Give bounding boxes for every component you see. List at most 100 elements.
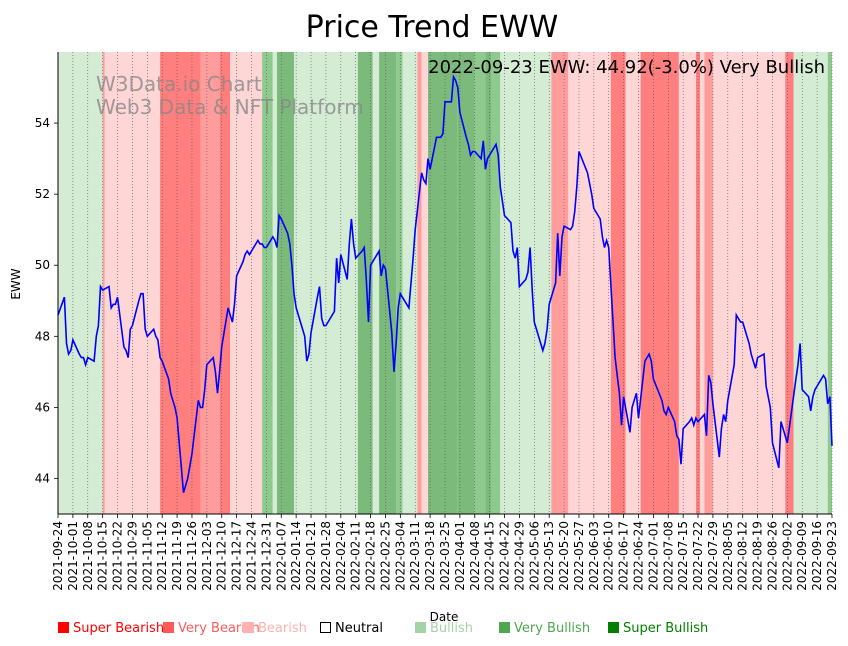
y-tick-label: 44 xyxy=(35,471,50,485)
regime-band-very-bullish xyxy=(827,52,832,514)
vertical-gridlines xyxy=(57,52,833,514)
regime-band-super-bearish xyxy=(640,52,679,514)
legend-item-neutral: Neutral xyxy=(320,621,383,636)
regime-band-very-bullish xyxy=(491,52,501,514)
x-tick-label: 2021-12-17 xyxy=(230,521,244,591)
legend-swatch-icon xyxy=(608,622,619,633)
x-tick-label: 2022-06-10 xyxy=(602,521,616,591)
watermark-line-1: W3Data.io Chart xyxy=(96,72,262,96)
x-tick-label: 2022-05-13 xyxy=(542,521,556,591)
x-tick-label: 2022-07-22 xyxy=(691,521,705,591)
x-tick-label: 2021-09-24 xyxy=(51,521,65,591)
regime-band-bullish xyxy=(294,52,305,514)
x-tick-label: 2022-05-27 xyxy=(572,521,586,591)
x-tick-label: 2022-03-25 xyxy=(438,521,452,591)
legend-item-bearish: Bearish xyxy=(243,621,307,636)
legend-swatch-icon xyxy=(499,622,510,633)
x-tick-label: 2022-06-17 xyxy=(617,521,631,591)
legend-label: Neutral xyxy=(335,621,383,636)
x-tick-label: 2022-02-11 xyxy=(349,521,363,591)
legend-label: Super Bearish xyxy=(73,621,165,636)
chart-title: Price Trend EWW xyxy=(306,10,559,45)
legend-item-very-bearish: Very Bearish xyxy=(163,621,260,636)
y-tick-label: 50 xyxy=(35,258,50,272)
regime-band-bullish xyxy=(372,52,380,514)
legend-label: Very Bullish xyxy=(514,621,591,636)
x-tick-label: 2022-04-01 xyxy=(453,521,467,591)
x-tick-label: 2022-09-09 xyxy=(795,521,809,591)
y-tick-label: 48 xyxy=(35,329,50,343)
x-axis-label: Date xyxy=(430,610,459,624)
regime-band-super-bullish xyxy=(485,52,492,514)
legend-swatch-icon xyxy=(320,622,331,633)
y-tick-label: 46 xyxy=(35,400,50,414)
legend-label: Bullish xyxy=(430,621,474,636)
regime-band-very-bullish xyxy=(474,52,486,514)
x-tick-label: 2022-07-15 xyxy=(676,521,690,591)
x-tick-label: 2022-04-15 xyxy=(483,521,497,591)
regime-band-bullish xyxy=(58,52,103,514)
regime-band-very-bullish xyxy=(396,52,403,514)
chart-text-layer: W3Data.io Chart Web3 Data & NFT Platform xyxy=(96,72,364,119)
legend-swatch-icon xyxy=(243,622,254,633)
latest-price-annotation: 2022-09-23 EWW: 44.92(-3.0%) Very Bullis… xyxy=(428,57,825,78)
x-tick-label: 2022-02-04 xyxy=(334,521,348,591)
legend-label: Very Bearish xyxy=(178,621,260,636)
x-tick-label: 2022-08-26 xyxy=(765,521,779,591)
x-tick-label: 2021-12-31 xyxy=(259,521,273,591)
regime-band-super-bearish xyxy=(160,52,201,514)
x-tick-label: 2022-07-29 xyxy=(706,521,720,591)
x-tick-label: 2022-01-21 xyxy=(304,521,318,591)
x-tick-label: 2022-03-04 xyxy=(393,521,407,591)
x-axis-ticks: 2021-09-24 2021-10-01 2021-10-08 2021-10-15… xyxy=(51,514,839,591)
x-tick-label: 2022-04-29 xyxy=(512,521,526,591)
legend: Super Bearish Very Bearish Bearish Neutral B… xyxy=(58,621,838,637)
regime-band-super-bullish xyxy=(457,52,475,514)
regime-band-very-bearish xyxy=(417,52,422,514)
regime-band-bullish xyxy=(272,52,278,514)
x-tick-label: 2022-04-22 xyxy=(498,521,512,591)
watermark-line-2: Web3 Data & NFT Platform xyxy=(96,95,364,119)
x-tick-label: 2021-12-03 xyxy=(200,521,214,591)
y-tick-label: 54 xyxy=(35,116,50,130)
x-tick-label: 2021-11-26 xyxy=(185,521,199,591)
price-line-series xyxy=(57,74,833,493)
regime-band-bearish xyxy=(678,52,696,514)
x-tick-label: 2021-10-15 xyxy=(96,521,110,591)
legend-item-super-bearish: Super Bearish xyxy=(58,621,164,636)
regime-band-very-bearish xyxy=(102,52,105,514)
regime-band-bearish xyxy=(568,52,611,514)
legend-item-bullish: Bullish xyxy=(415,621,473,636)
x-tick-label: 2021-10-01 xyxy=(66,521,80,591)
x-tick-label: 2022-06-24 xyxy=(632,521,646,591)
x-tick-label: 2022-08-12 xyxy=(736,521,750,591)
legend-label: Super Bullish xyxy=(623,621,709,636)
x-tick-label: 2021-10-08 xyxy=(81,521,95,591)
x-tick-label: 2022-04-08 xyxy=(468,521,482,591)
regime-band-bearish xyxy=(712,52,786,514)
x-tick-label: 2022-03-18 xyxy=(423,521,437,591)
regime-band-bearish xyxy=(700,52,705,514)
x-tick-label: 2022-07-08 xyxy=(661,521,675,591)
regime-band-super-bearish xyxy=(785,52,794,514)
x-tick-label: 2022-03-11 xyxy=(408,521,422,591)
x-tick-label: 2022-09-23 xyxy=(825,521,839,591)
regime-band-super-bullish xyxy=(357,52,373,514)
x-tick-label: 2022-01-14 xyxy=(289,521,303,591)
regime-band-bullish xyxy=(793,52,828,514)
x-tick-label: 2022-08-05 xyxy=(721,521,735,591)
y-axis-ticks: 44 46 48 50 52 54 xyxy=(35,116,58,485)
x-tick-label: 2021-11-12 xyxy=(155,521,169,591)
x-tick-label: 2022-07-01 xyxy=(646,521,660,591)
x-tick-label: 2022-09-02 xyxy=(780,521,794,591)
regime-band-very-bearish xyxy=(551,52,569,514)
regime-band-very-bullish xyxy=(262,52,273,514)
x-tick-label: 2022-05-20 xyxy=(557,521,571,591)
x-tick-label: 2021-12-10 xyxy=(215,521,229,591)
x-tick-label: 2021-10-22 xyxy=(111,521,125,591)
x-tick-label: 2022-09-16 xyxy=(810,521,824,591)
x-tick-label: 2022-01-07 xyxy=(274,521,288,591)
y-axis-label: EWW xyxy=(9,268,23,299)
regime-band-bearish xyxy=(230,52,263,514)
